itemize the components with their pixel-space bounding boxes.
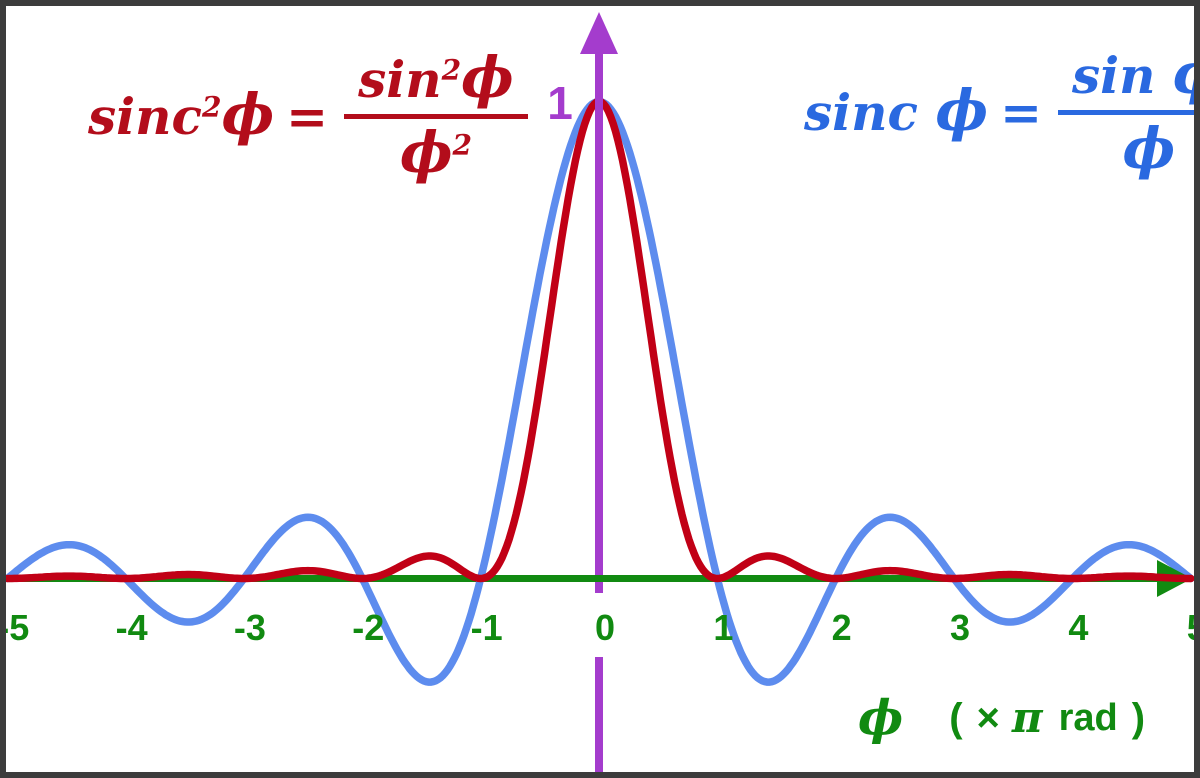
x-tick-label: 2 <box>831 607 852 648</box>
open-paren: ( <box>949 696 963 740</box>
plot-canvas <box>6 12 1194 772</box>
formula-sinc-squared: sinc2ϕ = sin2ϕ ϕ2 <box>88 48 528 181</box>
x-tick-label: 1 <box>713 607 734 648</box>
x-tick-label: 4 <box>1068 607 1089 648</box>
x-tick-label: -2 <box>352 607 385 648</box>
rad-unit: rad <box>1058 697 1118 739</box>
fraction-denominator: ϕ <box>1122 116 1176 182</box>
x-tick-label: -4 <box>115 607 148 648</box>
phi-symbol: ϕ <box>858 690 904 746</box>
x-tick-label: -3 <box>233 607 266 648</box>
x-axis-label: ϕ ( × π rad ) <box>858 694 1145 742</box>
peak-value-label: 1 <box>547 77 573 129</box>
pi-symbol: π <box>1011 693 1043 742</box>
close-paren: ) <box>1131 696 1146 740</box>
x-tick-label: 0 <box>594 607 616 648</box>
fraction-numerator: sin2ϕ <box>344 48 528 119</box>
formula-lhs: sinc ϕ = <box>804 77 1042 144</box>
times-symbol: × <box>976 696 1000 740</box>
x-tick-label: -5 <box>0 607 30 648</box>
x-tick-label: 3 <box>950 607 971 648</box>
formula-fraction: sin2ϕ ϕ2 <box>344 48 528 181</box>
x-tick-label: -1 <box>470 607 503 648</box>
formula-lhs: sinc2ϕ = <box>88 81 329 148</box>
x-tick-label: 5 <box>1187 610 1194 646</box>
fraction-denominator: ϕ2 <box>399 120 473 186</box>
formula-sinc: sinc ϕ= sin ϕ ϕ <box>804 44 1194 182</box>
y-axis-arrowhead <box>580 12 618 54</box>
fraction-numerator: sin ϕ <box>1058 44 1194 115</box>
formula-fraction: sin ϕ ϕ <box>1058 44 1194 182</box>
